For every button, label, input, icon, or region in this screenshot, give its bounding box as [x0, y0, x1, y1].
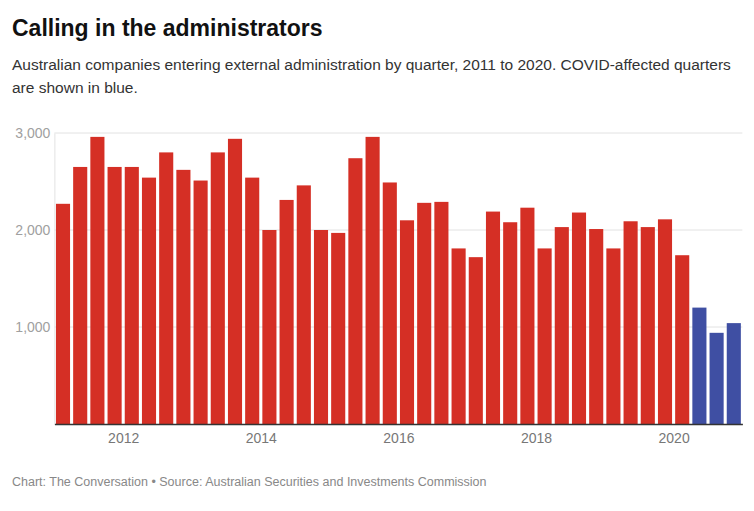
bar	[572, 213, 586, 424]
bar	[400, 220, 414, 424]
x-tick: 2014	[246, 424, 277, 446]
y-tick-label: 3,000	[15, 125, 50, 141]
source: Chart: The Conversation • Source: Austra…	[12, 475, 487, 489]
chart: Calling in the administrators Australian …	[0, 0, 754, 511]
bar	[675, 255, 689, 424]
y-tick: 3,000	[15, 125, 54, 141]
y-tick: 1,000	[15, 319, 54, 335]
bar	[142, 178, 156, 424]
x-tick-label: 2014	[246, 430, 277, 446]
bar	[262, 230, 276, 424]
bar	[108, 167, 122, 424]
y-tick-label: 2,000	[15, 222, 50, 238]
bar	[555, 227, 569, 424]
grid-line	[54, 230, 742, 231]
y-axis-line	[54, 134, 55, 425]
bar	[366, 137, 380, 424]
bar	[211, 152, 225, 424]
bar	[503, 222, 517, 424]
grid-line	[54, 133, 742, 134]
bar	[624, 221, 638, 424]
x-tick-label: 2018	[521, 430, 552, 446]
bar	[245, 178, 259, 424]
bar	[331, 233, 345, 424]
subtitle: Australian companies entering external a…	[12, 56, 731, 96]
x-tick: 2020	[659, 424, 690, 446]
bar	[641, 227, 655, 424]
bar	[159, 152, 173, 424]
bar	[73, 167, 87, 424]
bar	[56, 204, 70, 424]
bar	[692, 308, 706, 424]
bar	[710, 333, 724, 424]
title: Calling in the administrators	[12, 15, 323, 41]
bar	[486, 212, 500, 424]
bar	[383, 182, 397, 424]
bar	[176, 170, 190, 424]
bar	[658, 219, 672, 424]
bar	[589, 229, 603, 424]
x-tick-label: 2016	[383, 430, 414, 446]
x-tick-label: 2012	[108, 430, 139, 446]
bar	[417, 203, 431, 424]
x-axis-line	[55, 424, 743, 426]
bar	[228, 139, 242, 424]
bar	[727, 323, 741, 424]
bar	[297, 185, 311, 424]
x-axis: 2012 2014 2016 2018 2020	[55, 424, 743, 446]
x-tick: 2012	[108, 424, 139, 446]
bar	[314, 230, 328, 424]
bars	[56, 137, 741, 424]
x-tick: 2016	[383, 424, 414, 446]
bar	[538, 248, 552, 424]
bar	[520, 208, 534, 424]
grid-line	[54, 327, 742, 328]
bar	[348, 158, 362, 424]
y-tick-label: 1,000	[15, 319, 50, 335]
bar	[125, 167, 139, 424]
x-tick: 2018	[521, 424, 552, 446]
grid	[54, 133, 742, 327]
bar	[606, 248, 620, 424]
bar	[452, 248, 466, 424]
x-tick-label: 2020	[659, 430, 690, 446]
bar	[194, 181, 208, 424]
bar	[280, 200, 294, 424]
bar	[469, 257, 483, 424]
y-tick: 2,000	[15, 222, 54, 238]
bar	[434, 202, 448, 424]
bar	[90, 137, 104, 424]
y-axis: 1,000 2,000 3,000	[15, 125, 55, 425]
